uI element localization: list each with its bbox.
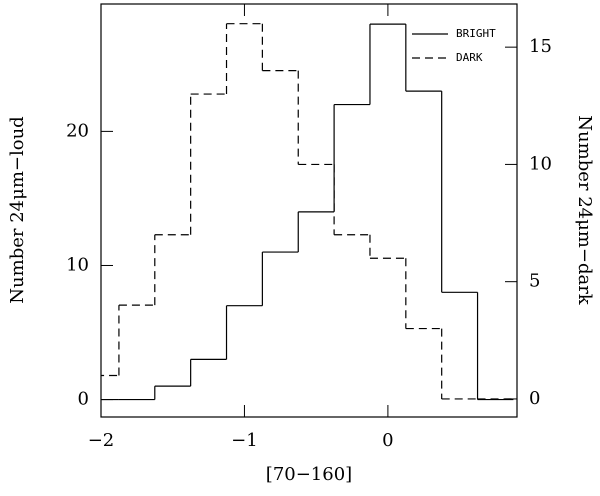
plot-area xyxy=(101,23,514,401)
y2-tick-label: 10 xyxy=(529,153,552,174)
y-tick-label: 0 xyxy=(78,389,89,410)
y2-tick-label: 5 xyxy=(529,271,540,292)
legend-label: BRIGHT xyxy=(456,27,496,40)
legend-label: DARK xyxy=(456,51,483,64)
plot-frame xyxy=(100,3,518,418)
y2-tick-label: 0 xyxy=(529,388,540,409)
y-tick-label: 20 xyxy=(66,120,89,141)
y2-tick-label: 15 xyxy=(529,36,552,57)
x-tick-label: −2 xyxy=(88,430,115,451)
x-axis-label: [70−160] xyxy=(266,464,352,485)
y2-axis-label: Number 24μm−dark xyxy=(574,115,595,306)
y-axis-label: Number 24μm−loud xyxy=(7,116,28,303)
x-tick-label: 0 xyxy=(382,430,393,451)
y-tick-label: 10 xyxy=(66,254,89,275)
x-tick-label: −1 xyxy=(231,430,258,451)
